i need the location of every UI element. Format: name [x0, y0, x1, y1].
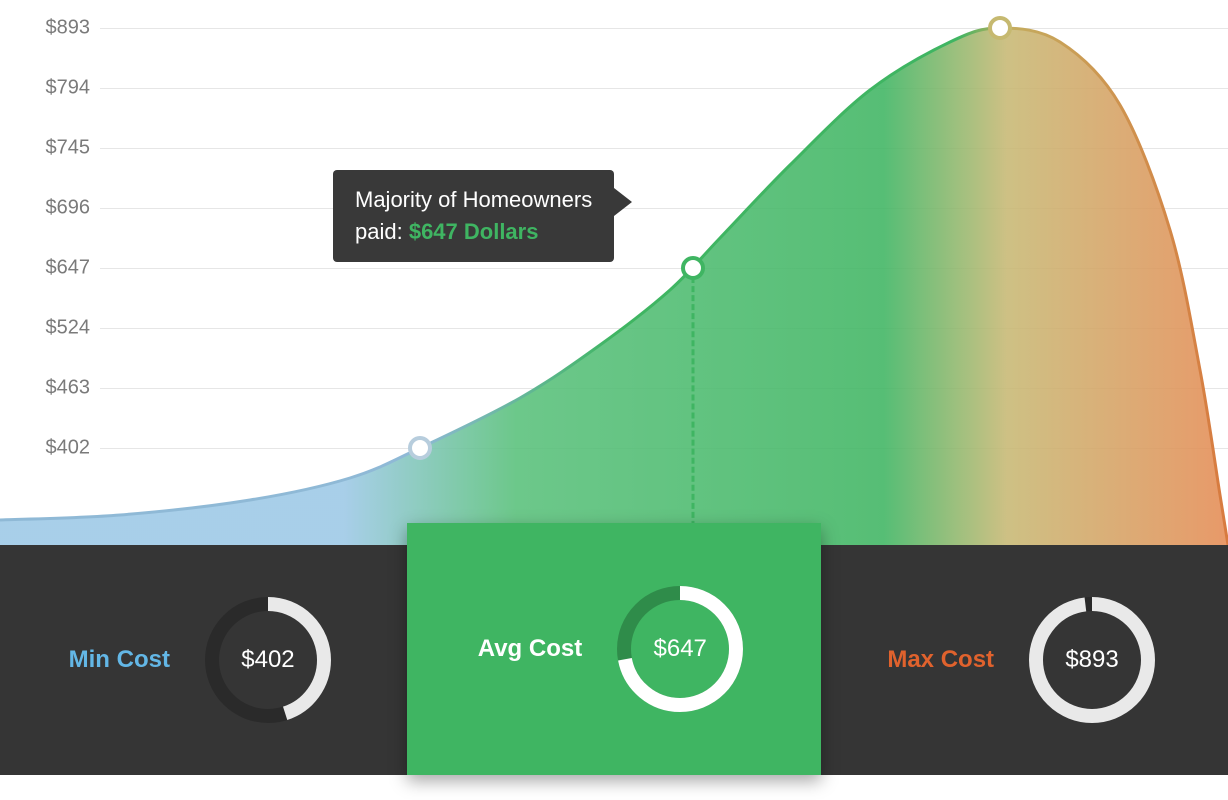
- gridline: [100, 88, 1228, 89]
- y-axis: $893 $794 $745 $696 $647 $524 $463 $402: [0, 0, 100, 545]
- gridline: [100, 28, 1228, 29]
- min-cost-donut: $402: [198, 590, 338, 730]
- avg-cost-value: $647: [610, 579, 750, 719]
- marker-min: [408, 436, 432, 460]
- y-tick-label: $893: [46, 17, 91, 40]
- tooltip-prefix: paid:: [355, 219, 409, 244]
- gridlines: [100, 0, 1228, 545]
- min-cost-label: Min Cost: [69, 646, 170, 674]
- y-tick-label: $647: [46, 257, 91, 280]
- max-cost-label: Max Cost: [887, 646, 994, 674]
- min-cost-value: $402: [198, 590, 338, 730]
- max-cost-donut: $893: [1022, 590, 1162, 730]
- gridline: [100, 388, 1228, 389]
- gridline: [100, 268, 1228, 269]
- y-tick-label: $463: [46, 377, 91, 400]
- avg-cost-donut: $647: [610, 579, 750, 719]
- tooltip-line2: paid: $647 Dollars: [355, 216, 592, 248]
- gridline: [100, 208, 1228, 209]
- max-cost-card: Max Cost $893: [821, 545, 1228, 775]
- avg-cost-card: Avg Cost $647: [407, 523, 822, 775]
- cost-chart: $893 $794 $745 $696 $647 $524 $463 $402 Majorit…: [0, 0, 1228, 545]
- avg-cost-label: Avg Cost: [478, 635, 582, 663]
- tooltip-line1: Majority of Homeowners: [355, 184, 592, 216]
- y-tick-label: $402: [46, 437, 91, 460]
- y-tick-label: $745: [46, 137, 91, 160]
- gridline: [100, 448, 1228, 449]
- tooltip-amount: $647 Dollars: [409, 219, 539, 244]
- tooltip-arrow: [614, 188, 632, 216]
- y-tick-label: $794: [46, 77, 91, 100]
- avg-guideline: [692, 268, 695, 545]
- max-cost-value: $893: [1022, 590, 1162, 730]
- summary-cards-row: Min Cost $402 Avg Cost $647 Max Cost $893: [0, 545, 1228, 775]
- gridline: [100, 148, 1228, 149]
- min-cost-card: Min Cost $402: [0, 545, 407, 775]
- y-tick-label: $696: [46, 197, 91, 220]
- marker-max: [988, 16, 1012, 40]
- y-tick-label: $524: [46, 317, 91, 340]
- marker-avg: [681, 256, 705, 280]
- gridline: [100, 328, 1228, 329]
- avg-tooltip: Majority of Homeowners paid: $647 Dollar…: [333, 170, 614, 262]
